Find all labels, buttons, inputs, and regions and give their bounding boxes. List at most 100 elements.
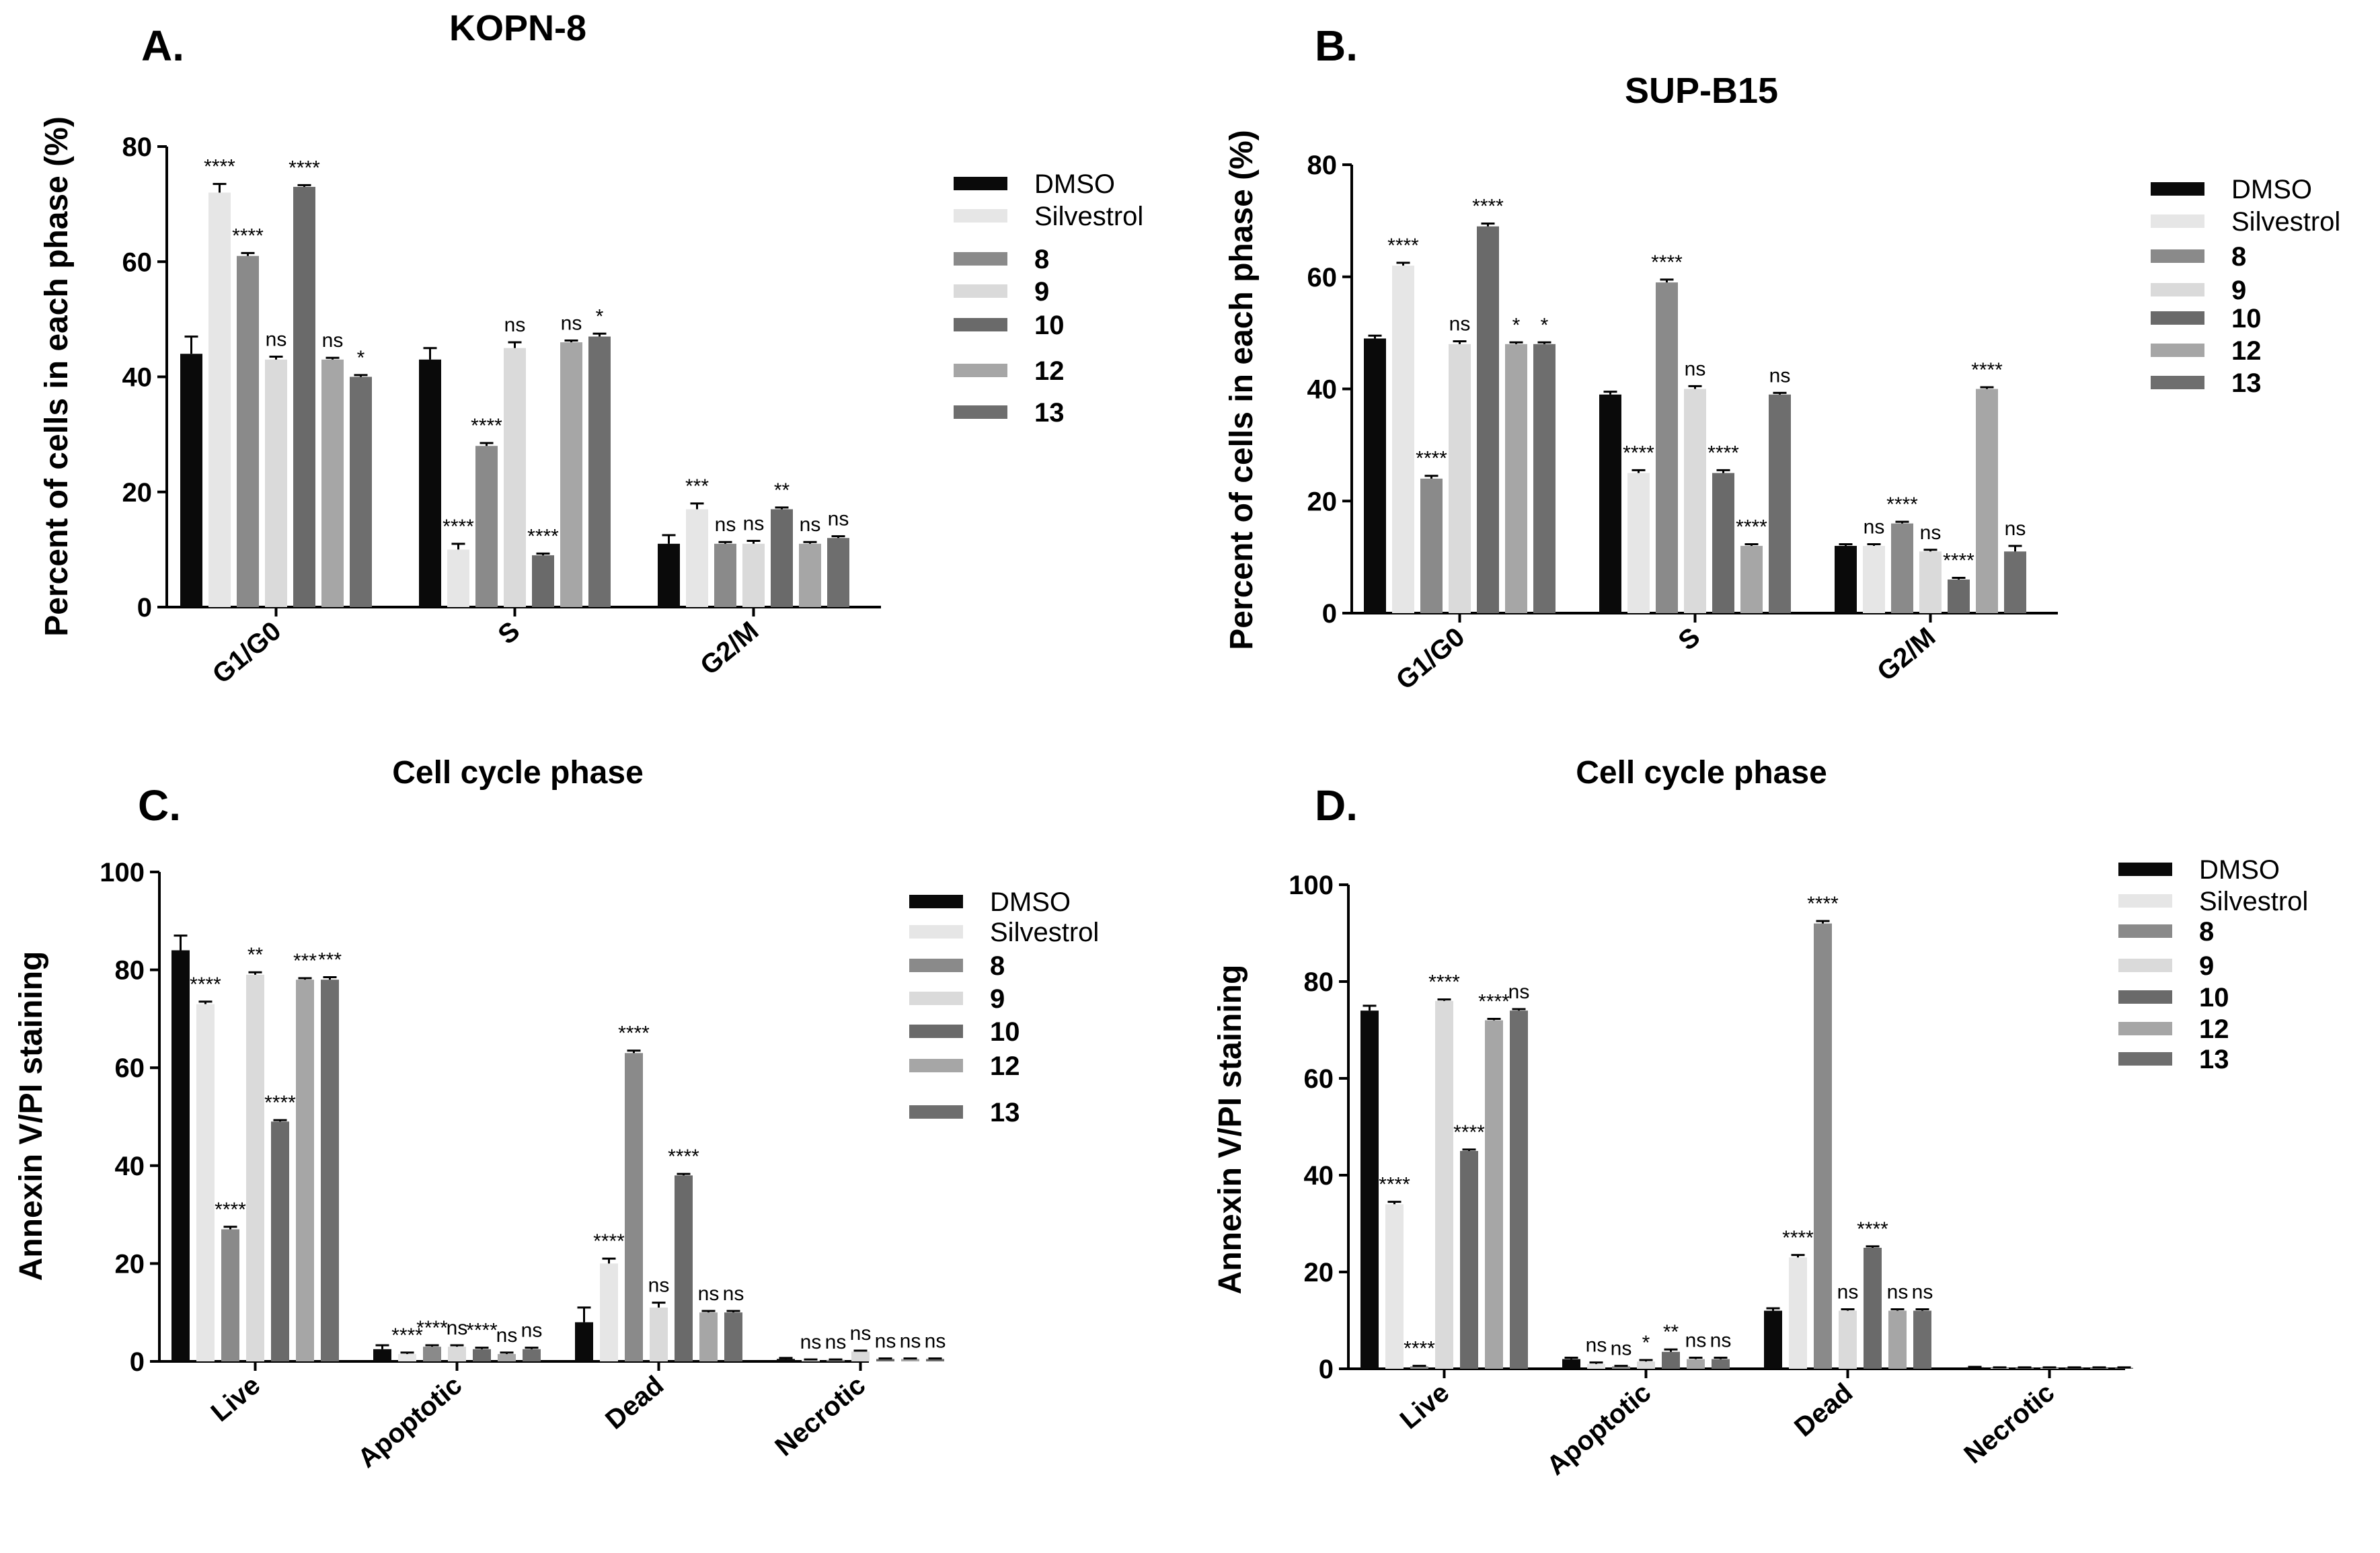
bar — [504, 348, 526, 607]
x-tick-label: Live — [1395, 1378, 1455, 1435]
bar — [1789, 1257, 1807, 1369]
legend-label: 9 — [1034, 277, 1049, 307]
significance-label: ** — [774, 479, 790, 502]
legend-label: DMSO — [2231, 175, 2312, 204]
significance-label: ns — [1449, 313, 1471, 335]
significance-label: ns — [496, 1324, 518, 1347]
legend-swatch — [954, 177, 1007, 190]
bar — [1687, 1359, 1705, 1369]
x-tick-label: G1/G0 — [1391, 622, 1471, 695]
significance-label: **** — [190, 973, 221, 996]
significance-label: **** — [527, 525, 559, 547]
legend-swatch — [909, 1025, 963, 1038]
legend-swatch — [2151, 283, 2204, 296]
x-axis-label: Cell cycle phase — [1576, 755, 1827, 791]
bar — [237, 255, 259, 607]
legend-label: DMSO — [990, 887, 1071, 917]
bar — [1712, 1359, 1730, 1369]
bar — [714, 543, 736, 607]
y-tick-label: 20 — [1307, 487, 1338, 516]
bar — [1449, 344, 1471, 613]
bar — [447, 549, 469, 607]
legend-label: 10 — [990, 1017, 1020, 1047]
y-axis-label: Annexin V/PI staining — [1213, 965, 1248, 1295]
significance-label: ns — [1685, 358, 1706, 380]
y-tick-label: 0 — [1319, 1355, 1334, 1384]
bar — [1966, 1367, 1984, 1369]
y-axis-label: Annexin V/PI staining — [13, 951, 49, 1281]
bar — [296, 980, 314, 1361]
chart-panel-B: B. SUP-B15 0 20 40 60 80 Percent of cells in ea… — [1224, 22, 2340, 791]
panel-letter: C. — [138, 781, 181, 830]
bar — [1360, 1010, 1379, 1369]
y-tick-label: 80 — [115, 956, 145, 986]
significance-label: **** — [1651, 251, 1683, 274]
legend-swatch — [2151, 344, 2204, 357]
bar — [246, 974, 264, 1361]
significance-label: **** — [1971, 359, 2003, 381]
significance-label: **** — [232, 225, 264, 247]
significance-label: **** — [466, 1320, 498, 1342]
legend-label: 8 — [1034, 245, 1049, 274]
legend-swatch — [2118, 863, 2172, 876]
significance-label: ns — [447, 1317, 468, 1339]
bar — [1599, 394, 1621, 613]
legend-label: 9 — [990, 984, 1005, 1014]
significance-label: ns — [925, 1330, 946, 1353]
legend-swatch — [2118, 894, 2172, 908]
significance-label: ns — [1864, 516, 1885, 538]
legend-swatch — [2151, 182, 2204, 196]
y-tick-label: 20 — [122, 478, 153, 508]
bar — [827, 1359, 845, 1361]
bar — [1769, 394, 1791, 613]
bar — [1435, 1000, 1453, 1369]
bar — [724, 1312, 742, 1361]
legend-label: 10 — [2231, 304, 2262, 333]
bar — [2004, 551, 2026, 613]
y-tick-label: 20 — [1304, 1258, 1334, 1287]
bar — [827, 538, 849, 607]
significance-label: **** — [1387, 235, 1419, 257]
legend-swatch — [909, 1105, 963, 1119]
legend-swatch — [954, 405, 1007, 419]
significance-label: ns — [1685, 1329, 1707, 1351]
bar — [851, 1351, 870, 1361]
bar — [448, 1347, 466, 1361]
significance-label: **** — [416, 1317, 448, 1339]
bar — [1562, 1359, 1580, 1369]
bar — [293, 186, 315, 607]
legend-swatch — [954, 364, 1007, 377]
significance-label: **** — [391, 1324, 423, 1347]
significance-label: ns — [1508, 981, 1530, 1003]
x-tick-label: Apoptotic — [352, 1370, 467, 1474]
significance-label: ns — [504, 314, 526, 336]
bar — [1505, 344, 1527, 613]
bar — [1410, 1366, 1428, 1369]
significance-label: ns — [1611, 1338, 1632, 1360]
significance-label: **** — [1478, 990, 1510, 1012]
legend-swatch — [909, 895, 963, 908]
bar — [901, 1359, 919, 1361]
bar — [171, 950, 190, 1361]
significance-label: *** — [293, 950, 317, 972]
significance-label: * — [1642, 1332, 1650, 1354]
y-tick-label: 60 — [1304, 1064, 1334, 1094]
bar — [802, 1359, 820, 1361]
legend-label: DMSO — [2199, 855, 2280, 885]
significance-label: **** — [1943, 549, 1974, 571]
bar — [777, 1359, 795, 1361]
significance-label: *** — [685, 475, 709, 497]
significance-label: **** — [668, 1146, 699, 1168]
bar — [523, 1349, 541, 1361]
bar — [1420, 478, 1443, 613]
bar — [650, 1307, 668, 1361]
y-tick-label: 80 — [122, 132, 153, 162]
bar — [475, 446, 498, 607]
significance-label: ns — [521, 1320, 543, 1342]
bar — [423, 1347, 441, 1361]
bar — [1839, 1310, 1857, 1369]
legend-label: 10 — [2199, 983, 2229, 1012]
chart-panel-C: C. 0 20 40 60 80 100 Annexin V/PI staining Live *… — [13, 781, 1099, 1474]
significance-label: *** — [318, 949, 342, 971]
legend-label: Silvestrol — [1034, 202, 1143, 231]
